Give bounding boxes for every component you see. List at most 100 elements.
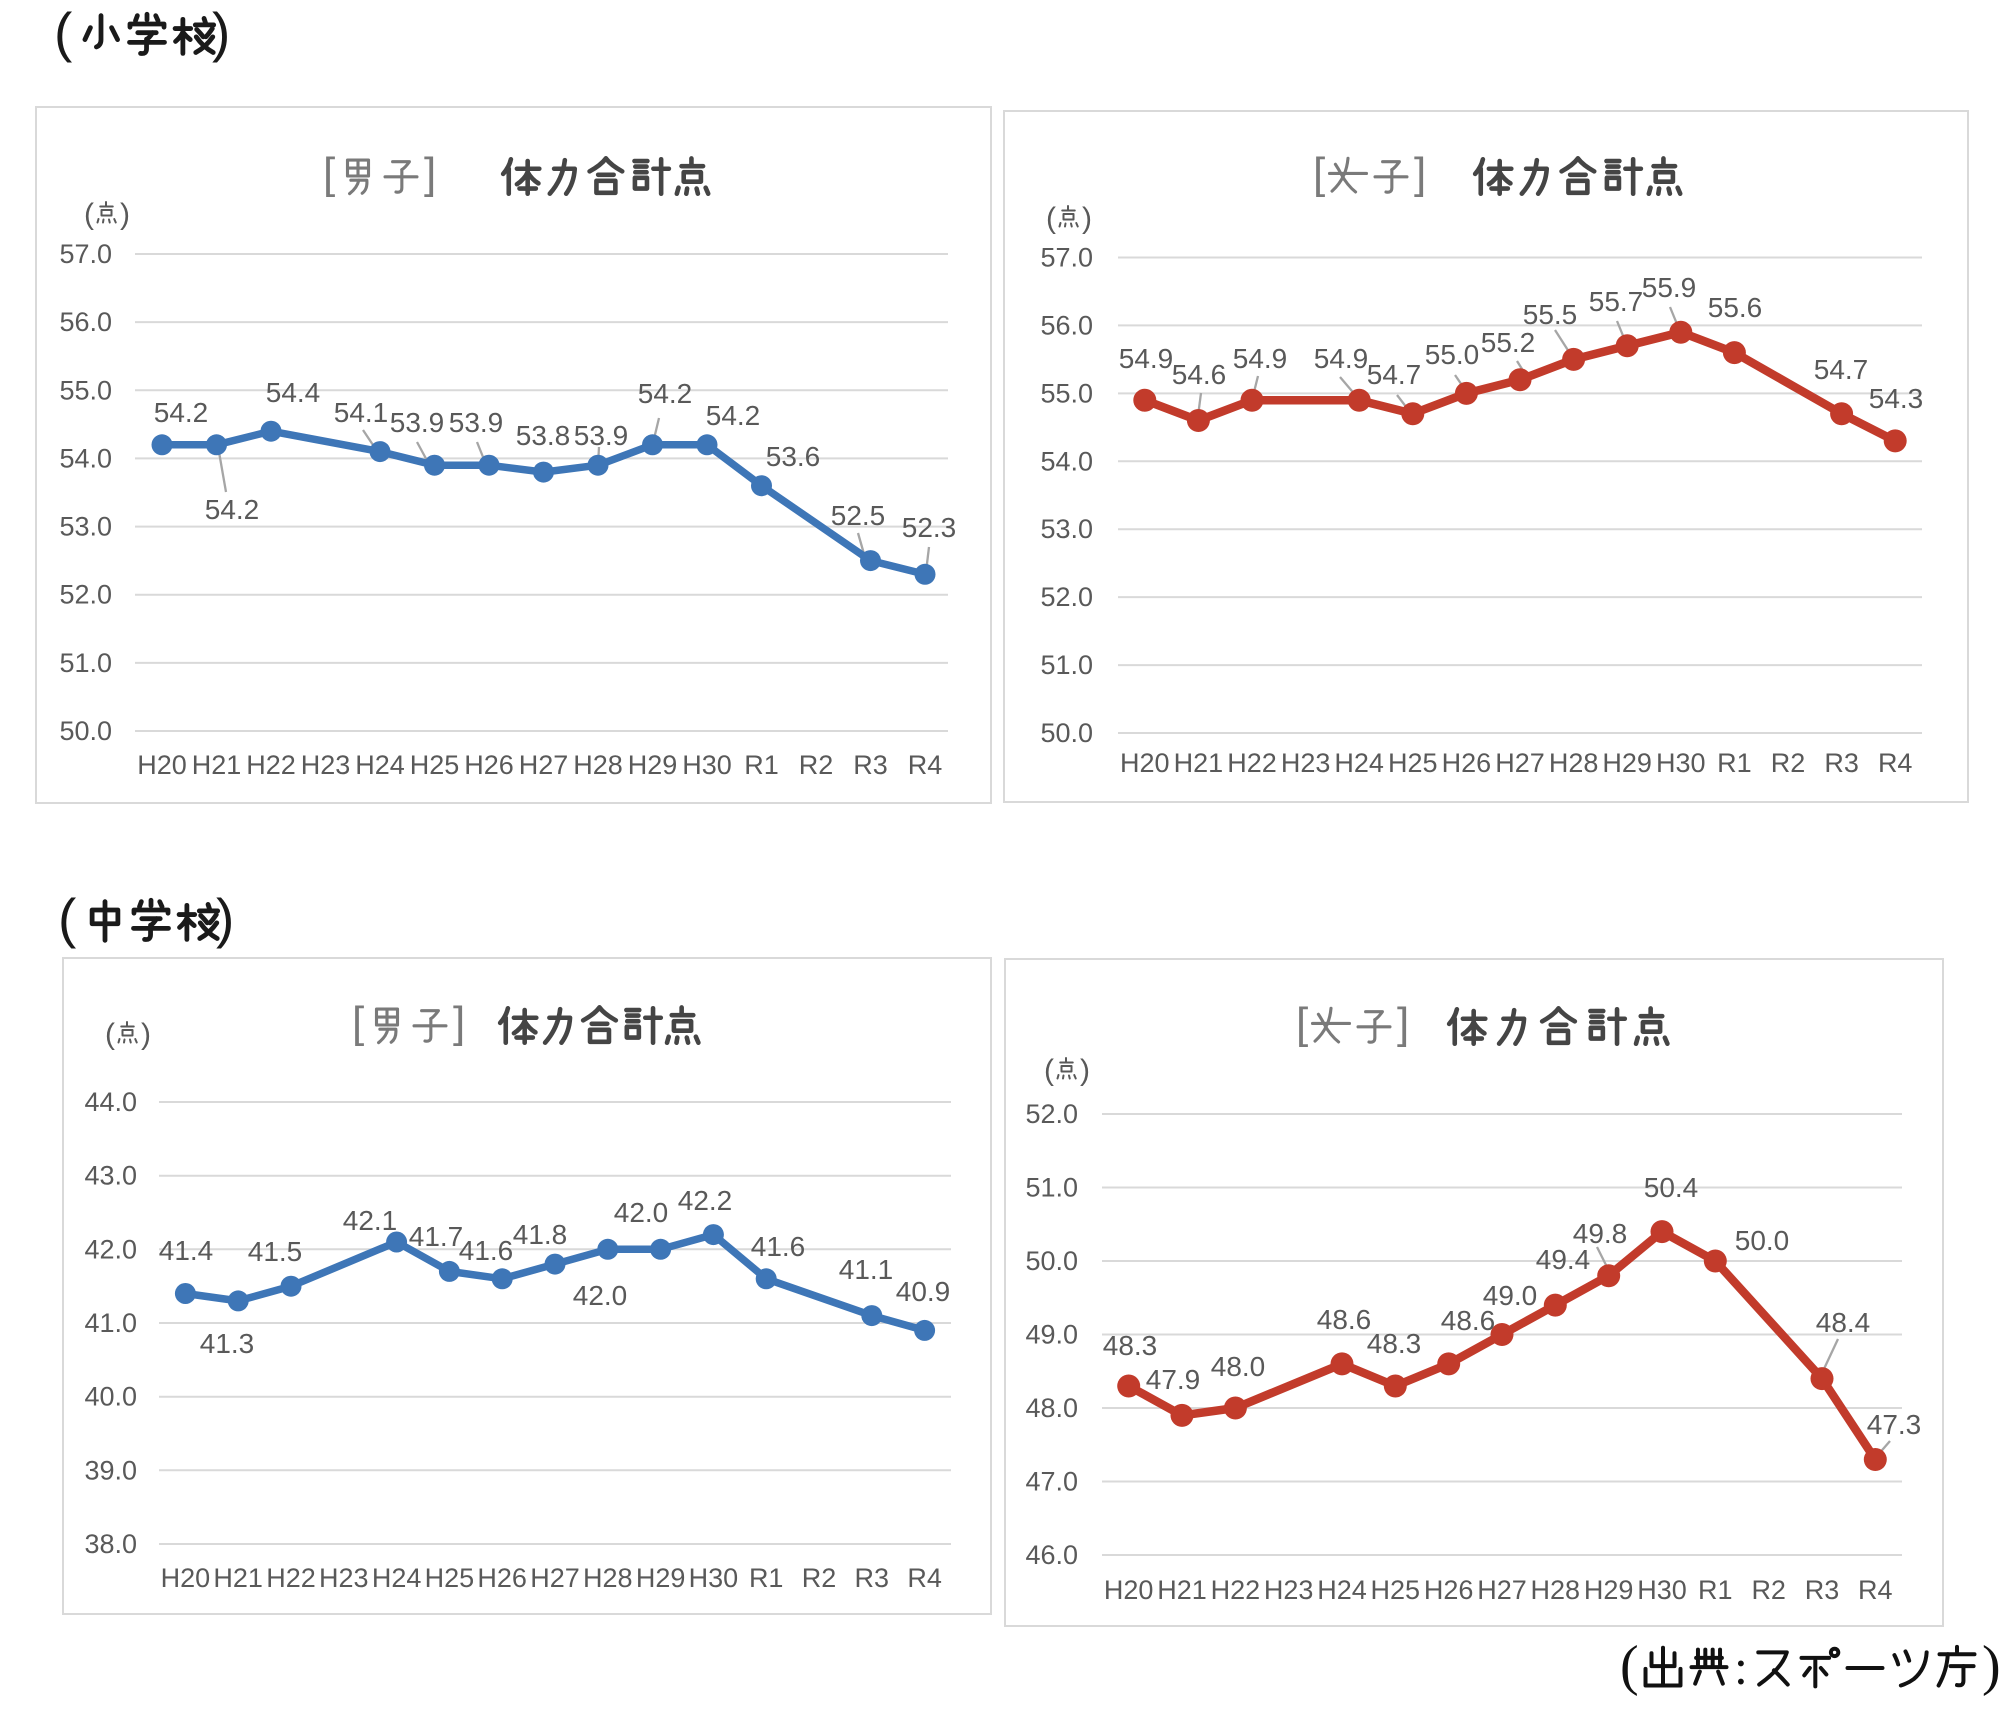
svg-text:H23: H23 <box>1281 748 1331 778</box>
svg-text:54.6: 54.6 <box>1172 359 1227 390</box>
svg-text:H23: H23 <box>319 1563 369 1593</box>
svg-text:55.0: 55.0 <box>59 375 112 405</box>
svg-text:]: ] <box>453 998 465 1047</box>
svg-text:54.2: 54.2 <box>706 400 761 431</box>
svg-text:H25: H25 <box>1388 748 1438 778</box>
svg-text:R2: R2 <box>799 750 834 780</box>
svg-text:H27: H27 <box>1495 748 1545 778</box>
svg-text:H26: H26 <box>1442 748 1492 778</box>
svg-text:40.0: 40.0 <box>84 1382 137 1412</box>
svg-text:(: ( <box>1046 202 1056 235</box>
svg-text:): ) <box>1982 1635 2000 1697</box>
svg-text:53.0: 53.0 <box>1040 514 1093 544</box>
svg-text:H30: H30 <box>682 750 732 780</box>
svg-text:43.0: 43.0 <box>84 1161 137 1191</box>
svg-text:[: [ <box>1296 999 1308 1048</box>
svg-text:]: ] <box>1397 999 1409 1048</box>
svg-text:41.6: 41.6 <box>459 1235 514 1266</box>
svg-text:H21: H21 <box>1157 1575 1207 1605</box>
svg-text:H20: H20 <box>137 750 187 780</box>
svg-text:H25: H25 <box>410 750 460 780</box>
svg-text:47.3: 47.3 <box>1867 1409 1922 1440</box>
svg-text:42.1: 42.1 <box>343 1205 398 1236</box>
svg-text:(: ( <box>1620 1635 1639 1697</box>
svg-text:H23: H23 <box>301 750 351 780</box>
svg-text:38.0: 38.0 <box>84 1529 137 1559</box>
svg-text:H25: H25 <box>425 1563 475 1593</box>
svg-text:55.9: 55.9 <box>1642 272 1697 303</box>
svg-text:H20: H20 <box>1104 1575 1154 1605</box>
svg-text:57.0: 57.0 <box>1040 243 1093 273</box>
svg-text:48.6: 48.6 <box>1441 1305 1496 1336</box>
svg-text:R4: R4 <box>908 750 943 780</box>
svg-text:H30: H30 <box>689 1563 739 1593</box>
svg-text:42.0: 42.0 <box>614 1197 669 1228</box>
svg-text:H24: H24 <box>1317 1575 1367 1605</box>
svg-text:55.7: 55.7 <box>1589 286 1644 317</box>
svg-text:49.0: 49.0 <box>1025 1320 1078 1350</box>
svg-text:50.0: 50.0 <box>1735 1225 1790 1256</box>
svg-text:41.8: 41.8 <box>513 1219 568 1250</box>
svg-text:(: ( <box>54 1 72 63</box>
svg-text:41.0: 41.0 <box>84 1308 137 1338</box>
svg-text:40.9: 40.9 <box>896 1276 951 1307</box>
svg-text:54.7: 54.7 <box>1367 359 1422 390</box>
svg-text:49.0: 49.0 <box>1483 1280 1538 1311</box>
svg-text:51.0: 51.0 <box>59 648 112 678</box>
svg-text:[: [ <box>323 149 335 198</box>
svg-text:49.4: 49.4 <box>1536 1244 1591 1275</box>
svg-text:41.5: 41.5 <box>248 1236 303 1267</box>
svg-text:H29: H29 <box>1584 1575 1634 1605</box>
svg-text:H23: H23 <box>1264 1575 1314 1605</box>
svg-text:41.3: 41.3 <box>200 1328 255 1359</box>
svg-text:H21: H21 <box>192 750 242 780</box>
svg-text:H30: H30 <box>1656 748 1706 778</box>
svg-text:52.0: 52.0 <box>1040 582 1093 612</box>
svg-text:53.9: 53.9 <box>574 420 629 451</box>
svg-text:H22: H22 <box>246 750 296 780</box>
svg-text:): ) <box>1082 202 1092 235</box>
svg-text:R3: R3 <box>1824 748 1859 778</box>
svg-text:41.4: 41.4 <box>159 1235 214 1266</box>
svg-text:): ) <box>120 198 130 231</box>
svg-text:53.0: 53.0 <box>59 512 112 542</box>
svg-text:49.8: 49.8 <box>1573 1218 1628 1249</box>
svg-text:): ) <box>141 1018 151 1051</box>
svg-text:48.4: 48.4 <box>1816 1307 1871 1338</box>
svg-text:50.0: 50.0 <box>59 716 112 746</box>
svg-text:H20: H20 <box>1120 748 1170 778</box>
svg-text:54.0: 54.0 <box>59 443 112 473</box>
svg-text:48.3: 48.3 <box>1103 1330 1158 1361</box>
svg-text:42.0: 42.0 <box>84 1234 137 1264</box>
svg-text:]: ] <box>1414 149 1426 198</box>
svg-text:50.0: 50.0 <box>1040 718 1093 748</box>
svg-text:55.2: 55.2 <box>1481 327 1536 358</box>
svg-text:53.8: 53.8 <box>516 420 571 451</box>
svg-text:R4: R4 <box>1878 748 1913 778</box>
svg-text:41.1: 41.1 <box>839 1254 894 1285</box>
svg-text:H28: H28 <box>1531 1575 1581 1605</box>
svg-text:41.7: 41.7 <box>409 1221 464 1252</box>
svg-text:R3: R3 <box>853 750 888 780</box>
svg-text:): ) <box>212 1 230 63</box>
svg-text:H27: H27 <box>519 750 569 780</box>
svg-text:R1: R1 <box>1717 748 1752 778</box>
svg-text:55.0: 55.0 <box>1040 378 1093 408</box>
svg-text:53.9: 53.9 <box>449 407 504 438</box>
svg-text:H24: H24 <box>372 1563 422 1593</box>
svg-text:48.0: 48.0 <box>1025 1393 1078 1423</box>
svg-text:): ) <box>1080 1054 1090 1087</box>
svg-text:[: [ <box>352 998 364 1047</box>
svg-text:57.0: 57.0 <box>59 239 112 269</box>
svg-text:54.2: 54.2 <box>638 378 693 409</box>
svg-text:R4: R4 <box>1858 1575 1893 1605</box>
svg-text:H28: H28 <box>1549 748 1599 778</box>
svg-text:50.4: 50.4 <box>1644 1172 1699 1203</box>
svg-text:H29: H29 <box>1602 748 1652 778</box>
svg-text:54.4: 54.4 <box>266 377 321 408</box>
svg-text::: : <box>1734 1639 1748 1695</box>
svg-text:H24: H24 <box>355 750 405 780</box>
svg-text:54.3: 54.3 <box>1869 383 1924 414</box>
svg-text:42.0: 42.0 <box>573 1280 628 1311</box>
svg-text:H21: H21 <box>1174 748 1224 778</box>
